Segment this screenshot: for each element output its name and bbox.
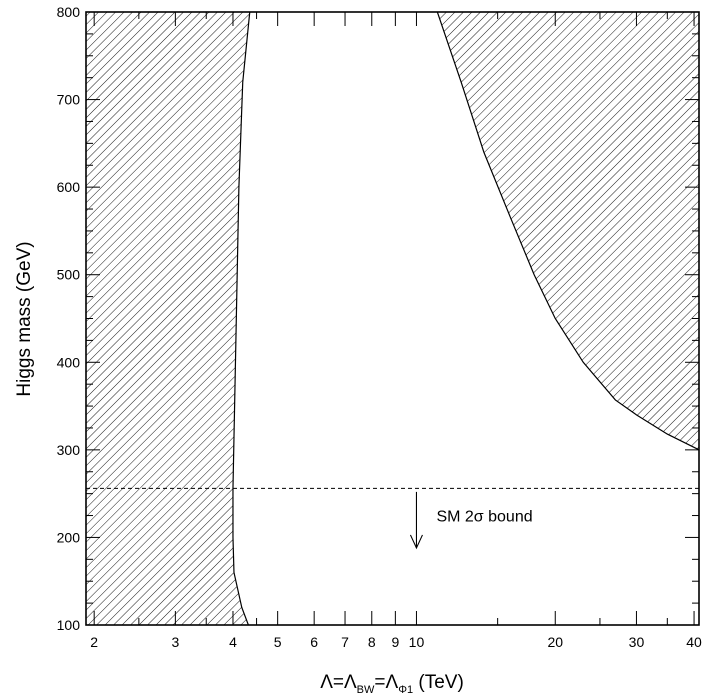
y-tick-label: 300 — [57, 442, 81, 458]
x-tick-label: 7 — [341, 634, 349, 650]
x-title-mid: =Λ — [374, 672, 398, 693]
x-tick-label: 40 — [686, 634, 702, 650]
bound-label: SM 2σ bound — [436, 509, 532, 526]
boundary-curve-left — [232, 12, 251, 625]
x-tick-label: 5 — [274, 634, 282, 650]
y-tick-label: 700 — [57, 92, 81, 108]
x-tick-label: 9 — [391, 634, 399, 650]
y-tick-label: 800 — [57, 4, 81, 20]
x-tick-label: 2 — [90, 634, 98, 650]
x-title-sub2: Φ1 — [398, 684, 413, 696]
x-tick-label: 10 — [409, 634, 425, 650]
y-tick-label: 100 — [57, 617, 81, 633]
y-tick-label: 600 — [57, 179, 81, 195]
x-title-prefix: Λ=Λ — [320, 672, 357, 693]
boundary-curve-right — [436, 12, 699, 451]
x-title-sub1: BW — [357, 684, 375, 696]
y-axis-title: Higgs mass (GeV) — [14, 241, 35, 396]
excluded-regions — [86, 12, 699, 625]
y-tick-label: 400 — [57, 354, 81, 370]
x-axis: 2 3 4 5 6 7 8 9 10 20 30 40 — [90, 12, 702, 650]
y-tick-label: 500 — [57, 267, 81, 283]
excluded-region-right — [437, 12, 699, 450]
y-axis: 100 200 300 400 500 600 700 800 — [57, 4, 699, 633]
x-axis-title: Λ=ΛBW=ΛΦ1 (TeV) — [320, 672, 464, 696]
x-tick-label: 6 — [310, 634, 318, 650]
x-tick-label: 3 — [171, 634, 179, 650]
y-tick-label: 200 — [57, 529, 81, 545]
x-title-suffix: (TeV) — [413, 672, 464, 693]
x-tick-label: 4 — [229, 634, 237, 650]
bound-arrow-head — [409, 534, 423, 550]
x-tick-label: 8 — [368, 634, 376, 650]
x-tick-label: 20 — [547, 634, 563, 650]
annotation-group: SM 2σ bound — [409, 491, 533, 550]
x-tick-label: 30 — [629, 634, 645, 650]
excluded-region-left — [86, 12, 250, 625]
